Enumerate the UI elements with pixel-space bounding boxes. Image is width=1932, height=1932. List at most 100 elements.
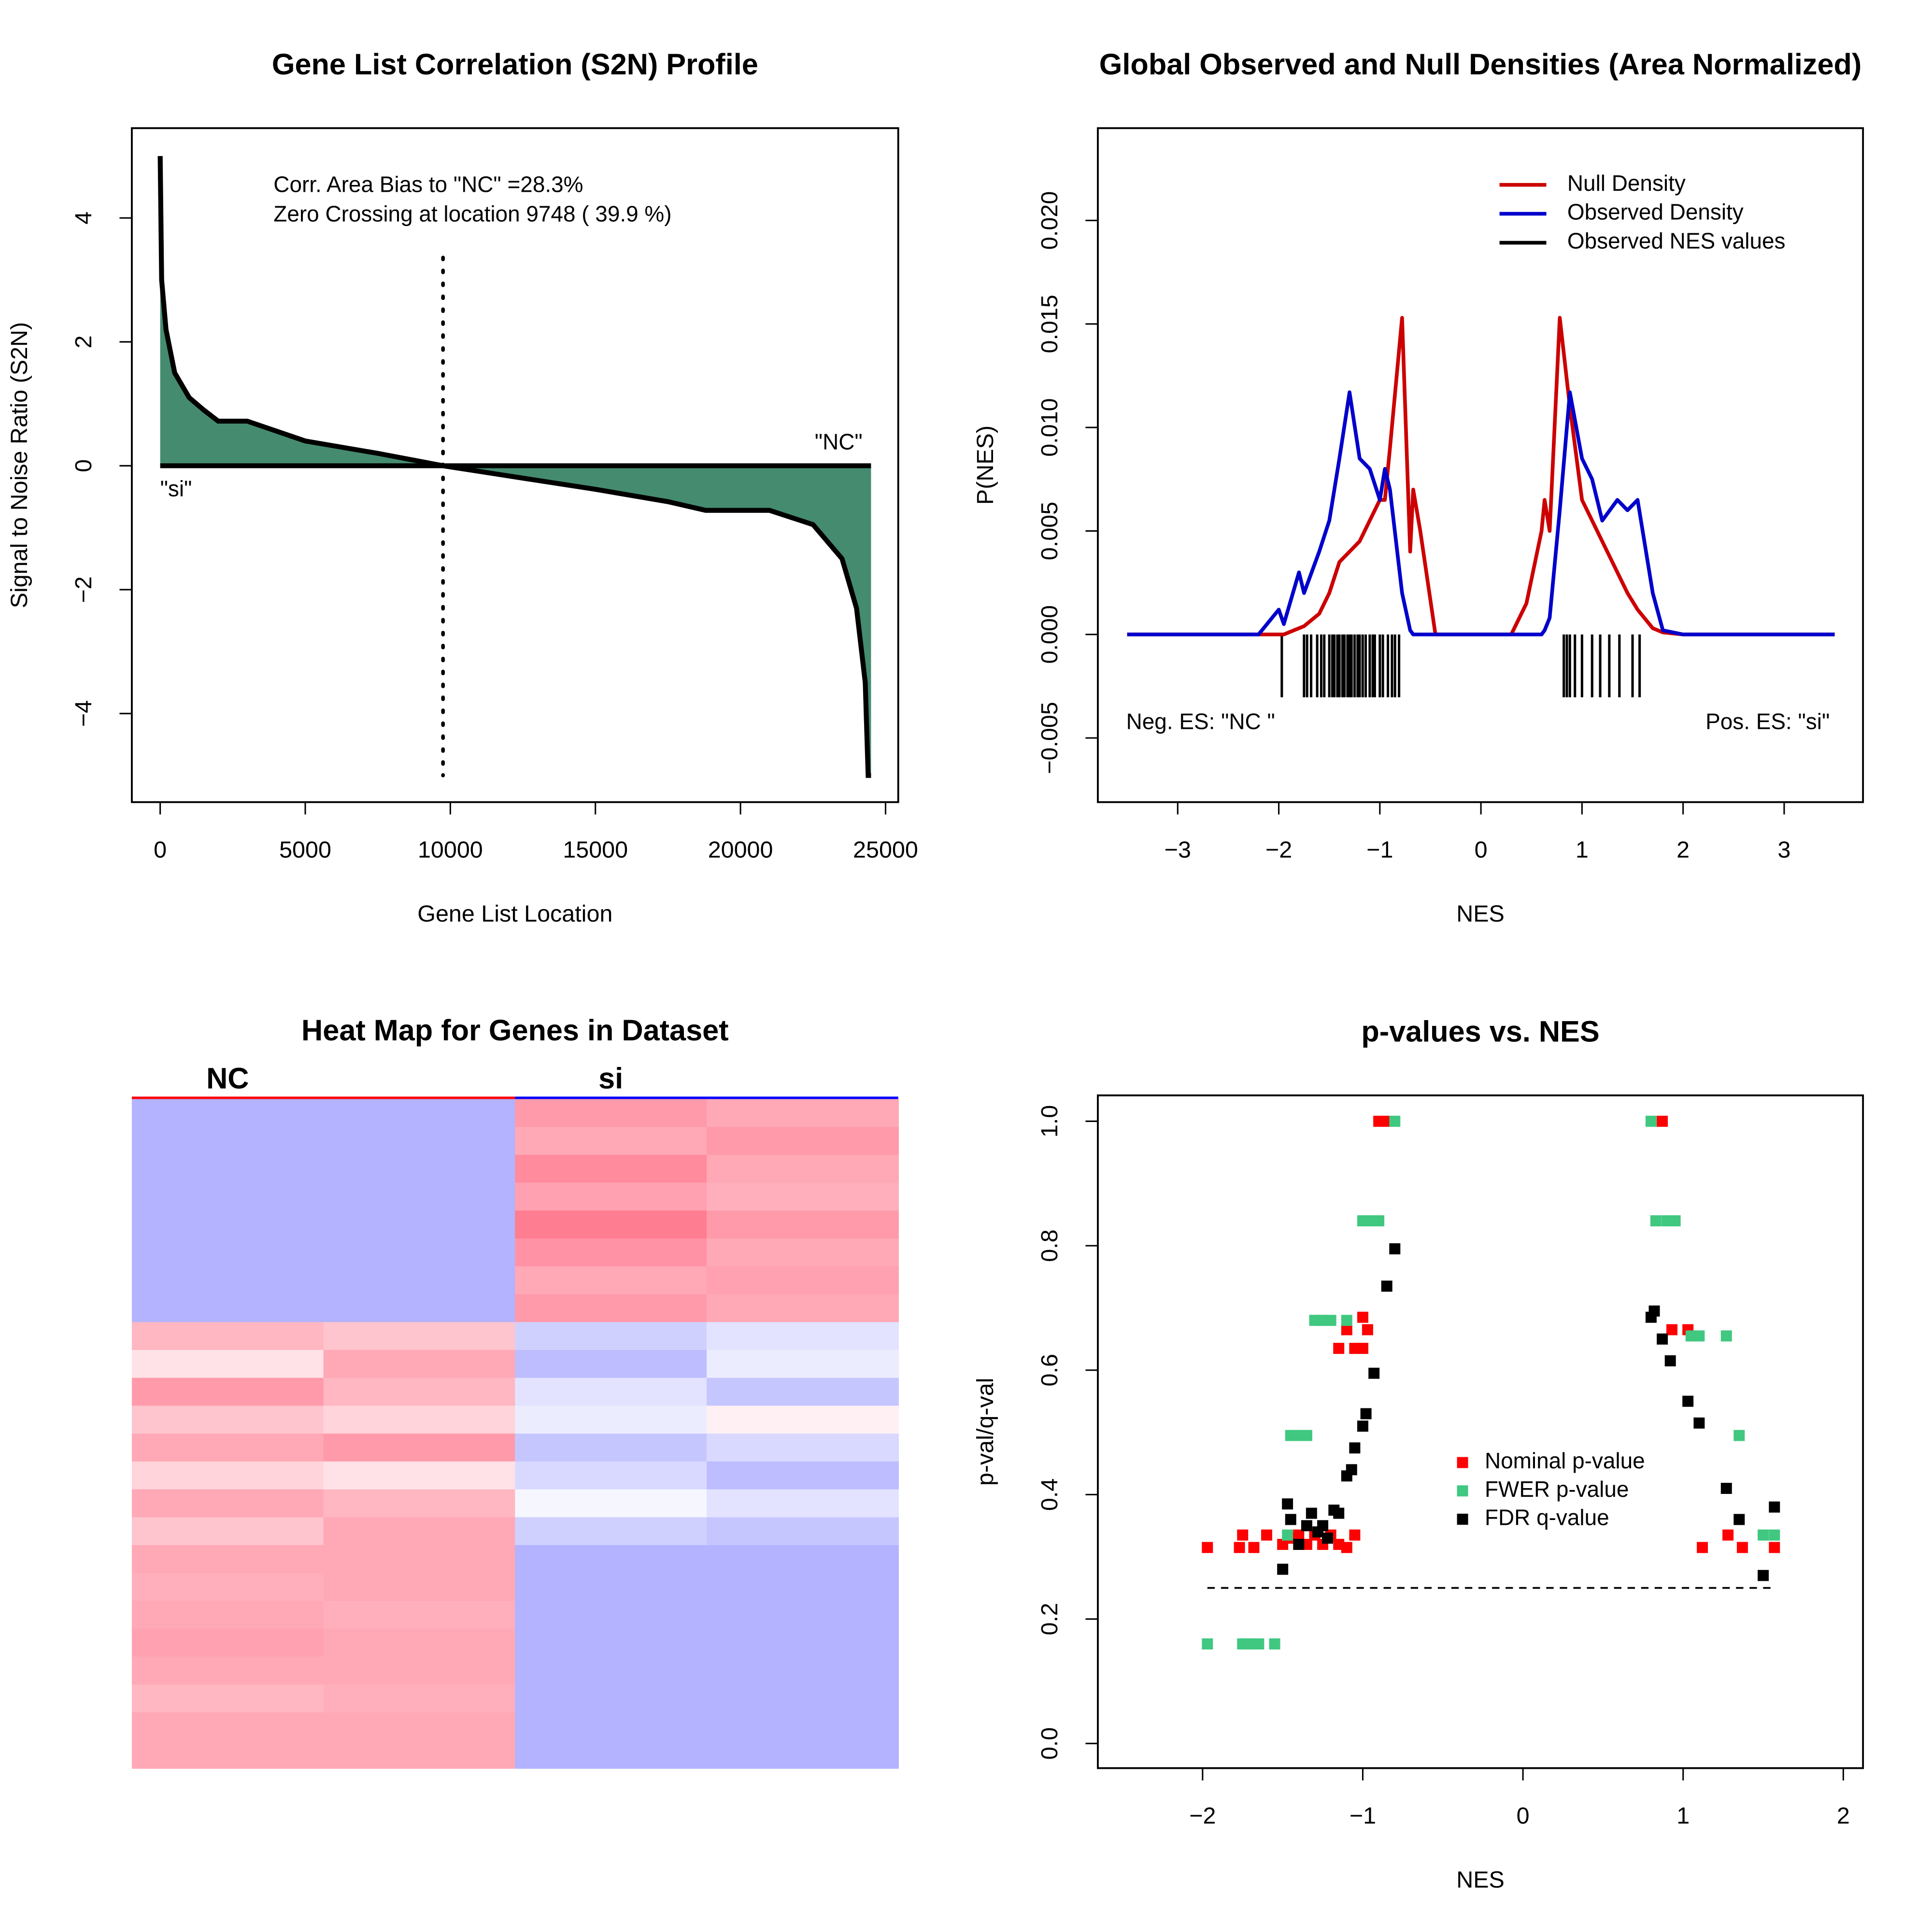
- y-axis-label: Signal to Noise Ratio (S2N): [6, 322, 32, 608]
- point: [1346, 1464, 1357, 1476]
- heatmap-cell: [131, 1434, 324, 1463]
- y-tick-label: −4: [71, 700, 97, 727]
- x-tick-label: 10000: [418, 837, 483, 863]
- heatmap-cell: [515, 1656, 708, 1685]
- y-tick-label: 1.0: [1037, 1105, 1063, 1137]
- heatmap-cell: [323, 1573, 516, 1602]
- point: [1381, 1280, 1392, 1292]
- x-tick-label: −2: [1265, 837, 1292, 863]
- heatmap-cell: [515, 1127, 708, 1156]
- y-tick-label: 0.000: [1037, 605, 1063, 664]
- heatmap-cell: [131, 1517, 324, 1546]
- heatmap-cell: [515, 1489, 708, 1518]
- x-tick-label: −3: [1165, 837, 1191, 863]
- heatmap-cell: [323, 1406, 516, 1435]
- heatmap-cell: [707, 1322, 899, 1351]
- annotation: "NC": [815, 429, 863, 454]
- point: [1645, 1115, 1657, 1127]
- heatmap-cell: [515, 1210, 708, 1239]
- heatmap-cell: [707, 1740, 899, 1769]
- heatmap-cell: [131, 1629, 324, 1658]
- heatmap-cell: [707, 1099, 899, 1128]
- heatmap-cell: [323, 1461, 516, 1490]
- point: [1669, 1215, 1681, 1227]
- point: [1269, 1638, 1280, 1650]
- chart-title: Global Observed and Null Densities (Area…: [1099, 48, 1861, 81]
- x-tick-label: 25000: [853, 837, 918, 863]
- profile-line: [157, 156, 871, 778]
- heatmap-cell: [515, 1350, 708, 1378]
- annotation: Zero Crossing at location 9748 ( 39.9 %): [273, 201, 671, 227]
- point: [1720, 1483, 1732, 1494]
- point: [1301, 1520, 1312, 1532]
- point: [1657, 1115, 1668, 1127]
- heatmap-cell: [707, 1601, 899, 1630]
- point: [1693, 1417, 1705, 1429]
- density-line: [1127, 390, 1835, 637]
- point: [1349, 1529, 1361, 1541]
- heatmap-cell: [515, 1406, 708, 1435]
- chart-title: Heat Map for Genes in Dataset: [301, 1014, 729, 1047]
- point: [1357, 1421, 1368, 1432]
- heatmap-cell: [131, 1322, 324, 1351]
- point: [1317, 1520, 1329, 1532]
- y-tick-label: 0.4: [1037, 1478, 1063, 1511]
- heatmap-cell: [323, 1601, 516, 1630]
- legend-label: Observed NES values: [1567, 228, 1786, 254]
- y-tick-label: 2: [71, 335, 97, 348]
- heatmap-cell: [131, 1266, 324, 1295]
- point: [1769, 1542, 1780, 1553]
- y-tick-label: 0.8: [1037, 1229, 1063, 1262]
- heatmap-cell: [515, 1154, 708, 1183]
- heatmap-cell: [131, 1740, 324, 1769]
- point: [1237, 1529, 1249, 1541]
- heatmap-cell: [515, 1545, 708, 1574]
- heatmap-cell: [323, 1127, 516, 1156]
- legend-label: Nominal p-value: [1485, 1448, 1645, 1473]
- heatmap-cell: [515, 1712, 708, 1741]
- heatmap-cell: [131, 1573, 324, 1602]
- legend-label: FDR q-value: [1485, 1505, 1609, 1530]
- x-tick-label: 2: [1676, 837, 1690, 863]
- heatmap-cell: [515, 1378, 708, 1406]
- heatmap-cell: [323, 1545, 516, 1574]
- x-tick-label: 2: [1837, 1803, 1850, 1829]
- heatmap-cell: [131, 1210, 324, 1239]
- point: [1769, 1529, 1780, 1541]
- point: [1202, 1638, 1213, 1650]
- point: [1253, 1638, 1264, 1650]
- legend-label: FWER p-value: [1485, 1477, 1629, 1502]
- point: [1360, 1408, 1372, 1420]
- point: [1333, 1507, 1345, 1519]
- y-tick-label: 4: [71, 212, 97, 225]
- x-tick-label: 0: [154, 837, 167, 863]
- density-line: [1127, 316, 1835, 637]
- point: [1341, 1315, 1352, 1326]
- heatmap-cell: [323, 1684, 516, 1713]
- heatmap-cell: [515, 1266, 708, 1295]
- group-label: NC: [206, 1062, 249, 1094]
- heatmap-cell: [323, 1154, 516, 1183]
- x-axis-label: Gene List Location: [417, 901, 612, 927]
- heatmap-cell: [323, 1266, 516, 1295]
- heatmap-cell: [323, 1434, 516, 1463]
- heatmap-cell: [515, 1099, 708, 1128]
- heatmap-cell: [131, 1656, 324, 1685]
- y-tick-label: 0: [71, 459, 97, 472]
- heatmap-cell: [515, 1573, 708, 1602]
- y-tick-label: −0.005: [1037, 702, 1063, 774]
- heatmap-cell: [131, 1712, 324, 1741]
- y-tick-label: 0.015: [1037, 295, 1063, 353]
- point: [1282, 1529, 1293, 1541]
- heatmap-cell: [707, 1684, 899, 1713]
- heatmap-cell: [131, 1350, 324, 1378]
- legend-swatch: [1457, 1457, 1468, 1468]
- point: [1261, 1529, 1272, 1541]
- heatmap-cell: [707, 1266, 899, 1295]
- heatmap-cell: [131, 1684, 324, 1713]
- annotation: "si": [160, 476, 192, 501]
- heatmap-cell: [323, 1322, 516, 1351]
- heatmap-cell: [323, 1712, 516, 1741]
- heatmap-cell: [323, 1378, 516, 1406]
- legend-label: Null Density: [1567, 170, 1686, 196]
